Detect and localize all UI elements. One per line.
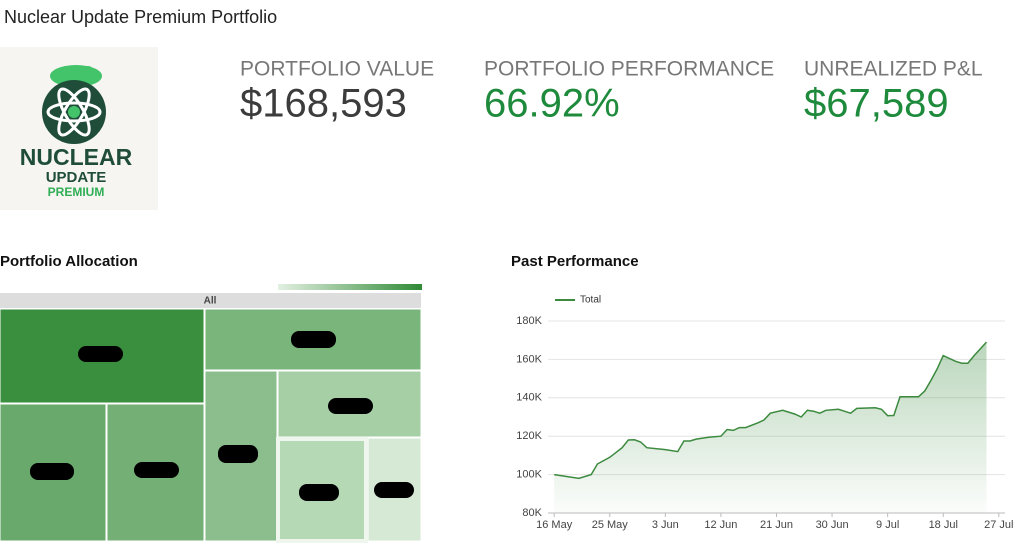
y-tick-label: 180K bbox=[516, 315, 542, 327]
color-scale bbox=[278, 284, 422, 290]
treemap-root-label: All bbox=[204, 296, 217, 307]
metric-value: $168,593 bbox=[240, 82, 407, 126]
x-tick-label: 25 May bbox=[592, 519, 629, 531]
metric-value: $67,589 bbox=[804, 82, 949, 126]
logo-cap-top bbox=[60, 66, 94, 80]
redaction bbox=[218, 445, 258, 463]
area bbox=[554, 342, 987, 513]
page-title: Nuclear Update Premium Portfolio bbox=[4, 7, 277, 27]
redaction bbox=[299, 484, 339, 501]
logo-atom bbox=[46, 87, 102, 137]
y-tick-label: 160K bbox=[516, 353, 542, 365]
logo-text: PREMIUM bbox=[48, 185, 105, 199]
y-tick-label: 100K bbox=[516, 469, 542, 481]
x-tick-label: 16 May bbox=[536, 519, 573, 531]
metric-label: PORTFOLIO VALUE bbox=[240, 58, 434, 81]
redaction bbox=[291, 331, 336, 348]
redactions bbox=[30, 331, 414, 501]
logo-text: NUCLEAR bbox=[20, 144, 133, 170]
line bbox=[554, 341, 988, 480]
x-tick-label: 3 Jun bbox=[652, 519, 679, 531]
y-tick-label: 140K bbox=[516, 392, 542, 404]
redaction bbox=[374, 482, 414, 498]
logo-text: UPDATE bbox=[46, 169, 107, 186]
redaction bbox=[78, 346, 123, 362]
x-tick-label: 12 Jun bbox=[704, 519, 737, 531]
redaction bbox=[30, 463, 74, 480]
metric-label: PORTFOLIO PERFORMANCE bbox=[484, 58, 774, 81]
redaction bbox=[328, 398, 373, 414]
treemap-header bbox=[0, 293, 421, 308]
treemap: All bbox=[0, 284, 422, 543]
redaction bbox=[134, 462, 179, 478]
metric-value: 66.92% bbox=[484, 82, 620, 126]
y-tick-label: 120K bbox=[516, 430, 542, 442]
chart-title: Past Performance bbox=[511, 253, 639, 270]
x-tick-label: 9 Jul bbox=[876, 519, 899, 531]
x-tick-label: 27 Jul bbox=[984, 519, 1013, 531]
legend-label: Total bbox=[580, 295, 601, 306]
x-tick-label: 18 Jul bbox=[929, 519, 958, 531]
metric-label: UNREALIZED P&L bbox=[804, 58, 983, 81]
y-tick-label: 80K bbox=[522, 507, 542, 519]
allocation-title: Portfolio Allocation bbox=[0, 253, 138, 270]
x-tick-label: 21 Jun bbox=[760, 519, 793, 531]
logo: NUCLEAR UPDATE PREMIUM bbox=[0, 47, 158, 210]
x-tick-label: 30 Jun bbox=[816, 519, 849, 531]
logo-nucleus bbox=[68, 106, 80, 118]
